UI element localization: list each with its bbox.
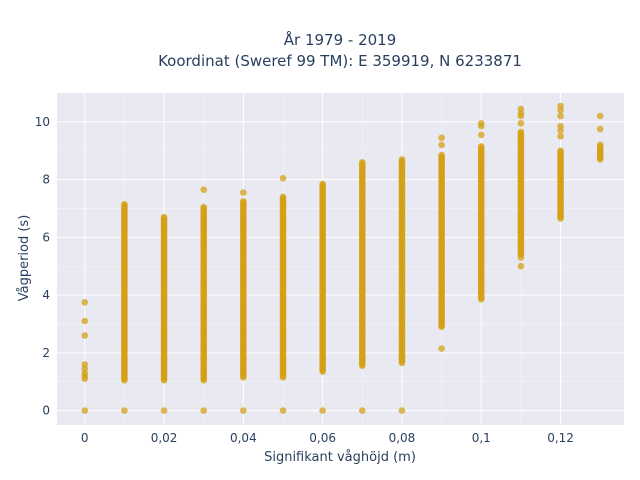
data-point (557, 102, 564, 110)
data-point (477, 131, 485, 139)
y-tick-label: 8 (42, 173, 50, 187)
x-tick-label: 0 (81, 431, 89, 445)
x-tick-label: 0,08 (389, 431, 416, 445)
x-tick-label: 0,02 (151, 431, 178, 445)
data-point (200, 407, 208, 414)
y-tick-label: 4 (42, 288, 50, 302)
data-point (477, 120, 485, 127)
data-point (557, 133, 564, 140)
data-point (596, 112, 604, 120)
y-tick-label: 2 (42, 346, 50, 360)
plot-background (57, 93, 624, 425)
data-point (200, 186, 208, 194)
x-tick-label: 0,04 (230, 431, 257, 445)
data-point (438, 141, 445, 149)
data-point (438, 151, 445, 159)
data-point (438, 345, 445, 352)
data-points (81, 102, 604, 414)
data-point (279, 407, 287, 414)
data-point (359, 158, 366, 166)
chart-subtitle: Koordinat (Sweref 99 TM): E 359919, N 62… (158, 52, 522, 70)
data-point (121, 200, 128, 208)
data-point (240, 197, 247, 205)
data-point (319, 407, 326, 414)
x-tick-label: 0,12 (547, 431, 574, 445)
data-point (477, 143, 485, 150)
plot-area (57, 93, 624, 425)
data-point (81, 317, 89, 325)
x-tick-label: 0,1 (472, 431, 491, 445)
y-tick-label: 6 (42, 230, 50, 244)
data-point (596, 125, 604, 133)
data-point (557, 147, 564, 155)
data-point (517, 262, 525, 270)
data-point (438, 134, 445, 142)
data-point (319, 180, 326, 188)
data-point (200, 203, 208, 211)
data-point (81, 361, 89, 368)
data-point (517, 254, 525, 261)
data-point (240, 189, 247, 196)
data-point (121, 407, 128, 414)
data-point (81, 332, 89, 339)
data-point (81, 407, 89, 414)
data-point (398, 156, 406, 163)
data-point (240, 407, 247, 414)
y-tick-label: 10 (35, 115, 50, 129)
data-point (398, 407, 406, 414)
data-point (279, 193, 287, 201)
x-axis-title: Signifikant våghöjd (m) (264, 450, 416, 465)
x-tick-label: 0,06 (309, 431, 336, 445)
data-point (359, 407, 366, 414)
y-axis-title: Vågperiod (s) (17, 215, 32, 302)
data-point (160, 213, 168, 221)
chart-title: År 1979 - 2019 (284, 30, 397, 49)
data-point (517, 128, 525, 136)
data-point (557, 112, 564, 120)
data-point (517, 105, 525, 113)
data-point (279, 174, 287, 182)
data-point (596, 141, 604, 149)
data-point (557, 122, 564, 130)
data-point (81, 299, 89, 306)
data-point (160, 407, 168, 414)
data-point (517, 120, 525, 127)
y-tick-label: 0 (42, 404, 50, 418)
